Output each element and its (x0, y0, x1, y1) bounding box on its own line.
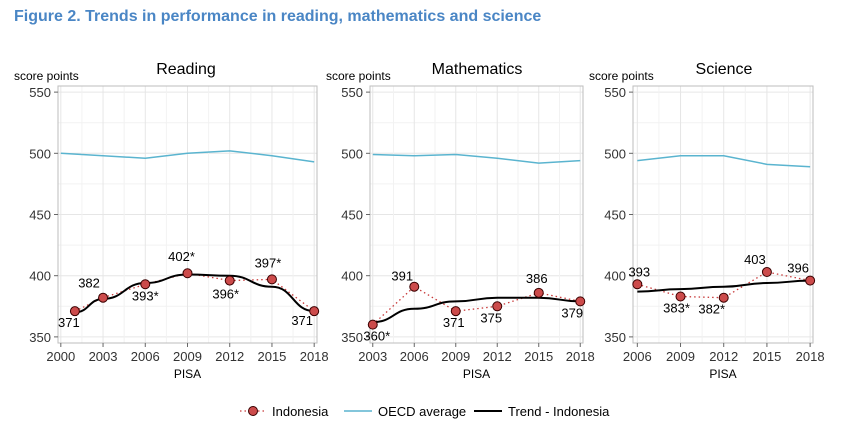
y-tick-label: 400 (604, 269, 626, 284)
x-tick-label: 2003 (358, 349, 387, 364)
data-label: 382* (698, 302, 725, 317)
indonesia-point (140, 279, 151, 290)
data-label: 382 (78, 276, 100, 291)
y-tick-label: 550 (29, 85, 51, 100)
indonesia-point (182, 268, 193, 279)
y-tick-label: 500 (604, 146, 626, 161)
data-label: 396 (787, 261, 809, 276)
data-label: 386 (526, 271, 548, 286)
x-axis-label: PISA (709, 367, 736, 381)
indonesia-point (533, 287, 544, 298)
indonesia-line (637, 271, 811, 299)
indonesia-point (632, 279, 643, 290)
indonesia-point (224, 275, 235, 286)
y-tick-label: 450 (29, 208, 51, 223)
mathematics-panel-title: Mathematics (432, 61, 523, 78)
x-tick-label: 2012 (215, 349, 244, 364)
data-label: 402* (168, 249, 195, 264)
trend-line (637, 279, 811, 293)
x-tick-label: 2009 (173, 349, 202, 364)
indonesia-point (309, 306, 320, 317)
y-tick-label: 400 (341, 269, 363, 284)
x-tick-label: 2012 (709, 349, 738, 364)
legend-trend-label: Trend - Indonesia (508, 404, 610, 419)
data-label: 396* (212, 287, 239, 302)
indonesia-point (69, 306, 80, 317)
y-tick-label: 450 (604, 208, 626, 223)
y-tick-label: 400 (29, 269, 51, 284)
y-tick-label: 450 (341, 208, 363, 223)
y-axis-label: score points (14, 69, 79, 83)
indonesia-point (367, 319, 378, 330)
x-tick-label: 2015 (257, 349, 286, 364)
indonesia-point (450, 306, 461, 317)
reading-panel-title: Reading (156, 61, 216, 78)
indonesia-line (74, 272, 315, 312)
x-tick-label: 2009 (666, 349, 695, 364)
indonesia-point (575, 296, 586, 307)
x-tick-label: 2015 (752, 349, 781, 364)
indonesia-point (492, 301, 503, 312)
data-label: 371 (58, 315, 80, 330)
indonesia-point (98, 292, 109, 303)
x-tick-label: 2018 (796, 349, 825, 364)
data-label: 391 (391, 269, 413, 284)
y-tick-label: 500 (29, 146, 51, 161)
data-label: 371 (443, 315, 465, 330)
data-label: 383* (663, 300, 690, 315)
y-axis-label: score points (589, 69, 654, 83)
x-tick-label: 2006 (400, 349, 429, 364)
data-label: 371 (291, 313, 313, 328)
oecd-average-line (637, 155, 811, 168)
indonesia-point (805, 275, 816, 286)
x-tick-label: 2009 (441, 349, 470, 364)
x-tick-label: 2003 (89, 349, 118, 364)
y-tick-label: 350 (341, 330, 363, 345)
indonesia-point (266, 274, 277, 285)
legend-indonesia-label: Indonesia (272, 404, 329, 419)
data-label: 375 (480, 310, 502, 325)
data-label: 393 (628, 264, 650, 279)
oecd-average-line (60, 150, 315, 163)
legend-indonesia-swatch-point (248, 406, 258, 416)
data-label: 397* (255, 255, 282, 270)
x-tick-label: 2015 (524, 349, 553, 364)
figure-title: Figure 2. Trends in performance in readi… (14, 8, 542, 25)
oecd-average-line (372, 153, 581, 164)
x-tick-label: 2000 (46, 349, 75, 364)
data-label: 379 (561, 305, 583, 320)
x-tick-label: 2012 (483, 349, 512, 364)
legend-oecd-label: OECD average (378, 404, 466, 419)
x-axis-label: PISA (463, 367, 490, 381)
y-tick-label: 550 (341, 85, 363, 100)
y-tick-label: 350 (29, 330, 51, 345)
x-tick-label: 2018 (300, 349, 329, 364)
indonesia-point (675, 291, 686, 302)
y-tick-label: 500 (341, 146, 363, 161)
y-tick-label: 350 (604, 330, 626, 345)
indonesia-point (718, 292, 729, 303)
data-label: 403 (744, 252, 766, 267)
data-label: 393* (132, 288, 159, 303)
y-tick-label: 550 (604, 85, 626, 100)
x-tick-label: 2006 (623, 349, 652, 364)
data-label: 360* (363, 329, 390, 344)
y-axis-label: score points (326, 69, 391, 83)
indonesia-point (409, 281, 420, 292)
indonesia-point (761, 267, 772, 278)
x-axis-label: PISA (174, 367, 201, 381)
trend-line (372, 296, 581, 324)
x-tick-label: 2006 (131, 349, 160, 364)
science-panel-title: Science (696, 61, 753, 78)
x-tick-label: 2018 (566, 349, 595, 364)
